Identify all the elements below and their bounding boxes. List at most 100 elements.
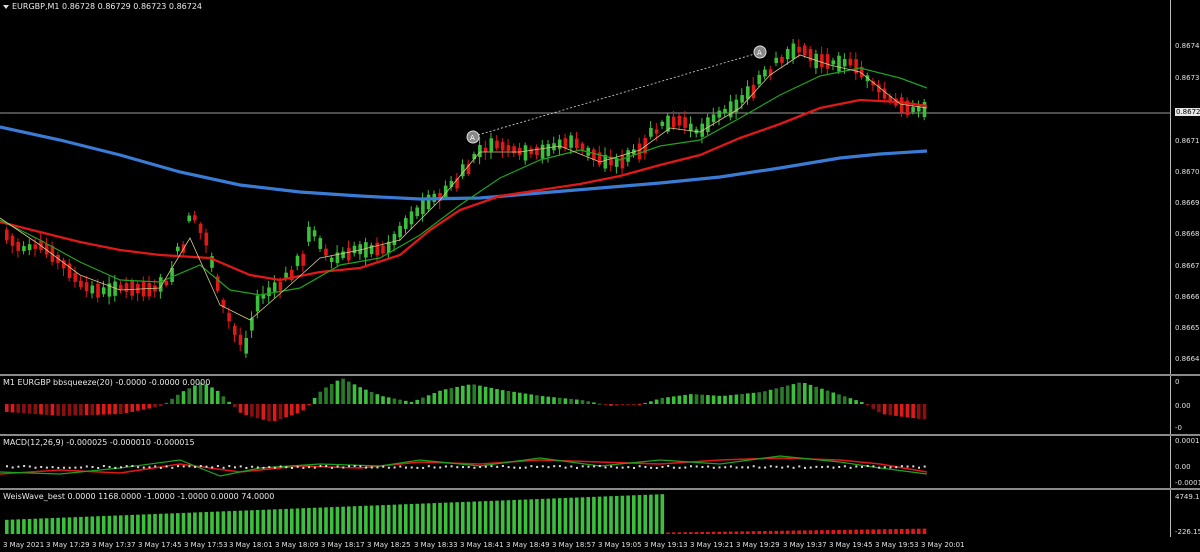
macd-dot bbox=[154, 465, 157, 468]
weiswave-bar bbox=[586, 497, 590, 534]
candle-body bbox=[803, 45, 807, 56]
candle-body bbox=[221, 299, 226, 308]
macd-dot bbox=[553, 465, 556, 468]
weiswave-bar bbox=[67, 517, 72, 534]
weiswave-pane[interactable]: WeisWave_best 0.0000 1168.0000 -1.0000 -… bbox=[0, 490, 1170, 537]
dropdown-triangle-icon[interactable] bbox=[3, 4, 9, 9]
candle-body bbox=[728, 101, 733, 118]
macd-dot bbox=[393, 466, 396, 469]
macd-dot bbox=[861, 465, 863, 468]
macd-dot bbox=[598, 465, 601, 468]
bbsqueeze-bar bbox=[267, 404, 271, 422]
weiswave-bar bbox=[107, 515, 112, 534]
candle-body bbox=[301, 253, 305, 266]
time-axis[interactable]: 3 May 2021 3 May 17:29 3 May 17:37 3 May… bbox=[0, 537, 1170, 552]
weiswave-bar bbox=[421, 503, 425, 534]
bbsqueeze-bar bbox=[683, 394, 687, 404]
candle-body bbox=[386, 241, 391, 254]
macd-axis[interactable]: 0.00017 0.00 -0.00014 bbox=[1170, 436, 1200, 488]
candle-body bbox=[529, 148, 533, 155]
bbsqueeze-bar bbox=[632, 404, 636, 405]
price-chart[interactable]: AA bbox=[0, 0, 1170, 374]
bbsqueeze-bar bbox=[352, 384, 357, 404]
candle-body bbox=[147, 282, 152, 297]
pane-separator[interactable] bbox=[0, 488, 1200, 490]
bbsqueeze-bar bbox=[478, 385, 482, 404]
weiswave-bar bbox=[62, 517, 66, 534]
bbsqueeze-bar bbox=[626, 404, 630, 405]
macd-dot bbox=[627, 466, 630, 469]
candle-body bbox=[785, 48, 790, 60]
weiswave-bar bbox=[877, 529, 881, 534]
candle-body bbox=[649, 127, 653, 137]
pane-separator[interactable] bbox=[0, 434, 1200, 436]
macd-dot bbox=[462, 466, 464, 469]
macd-dot bbox=[245, 466, 248, 469]
bbsqueeze-bar bbox=[364, 389, 368, 404]
bbsqueeze-bar bbox=[586, 401, 590, 404]
bbsqueeze-bar bbox=[671, 396, 676, 404]
macd-dot bbox=[781, 466, 784, 469]
candle-body bbox=[324, 248, 328, 256]
macd-dot bbox=[108, 465, 111, 468]
bbsqueeze-bar bbox=[119, 404, 123, 415]
bbsqueeze-bar bbox=[871, 404, 875, 409]
macd-pane[interactable]: MACD(12,26,9) -0.000025 -0.000010 -0.000… bbox=[0, 436, 1170, 488]
candle-body bbox=[563, 138, 568, 149]
bbsqueeze-pane[interactable]: M1 EURGBP bbsqueeze(20) -0.0000 -0.0000 … bbox=[0, 376, 1170, 434]
bbsqueeze-bar bbox=[107, 404, 112, 415]
weiswave-bar bbox=[483, 501, 488, 534]
weiswave-bar bbox=[632, 495, 636, 534]
bbsqueeze-bar bbox=[227, 401, 231, 404]
macd-dot bbox=[838, 466, 841, 469]
weiswave-bar bbox=[432, 503, 437, 534]
bbsqueeze-bar bbox=[90, 404, 95, 415]
candle-body bbox=[580, 143, 585, 151]
price-tick: 0.86735 bbox=[1175, 74, 1200, 82]
weiswave-bar bbox=[557, 498, 562, 534]
trendline bbox=[477, 52, 759, 136]
macd-dot bbox=[581, 465, 584, 468]
macd-dot bbox=[564, 466, 567, 469]
time-label: 3 May 18:49 bbox=[506, 541, 550, 549]
candle-body bbox=[825, 54, 830, 69]
weiswave-bar bbox=[763, 531, 767, 534]
macd-dot bbox=[701, 466, 704, 469]
bbsqueeze-bar bbox=[723, 395, 727, 404]
candle-body bbox=[597, 152, 602, 165]
bbsqueeze-bar bbox=[210, 387, 214, 404]
weiswave-bar bbox=[335, 506, 340, 534]
candle-body bbox=[295, 255, 300, 266]
bbsqueeze-axis[interactable]: 0 0.00 -0 bbox=[1170, 376, 1200, 434]
bbsqueeze-bar bbox=[329, 384, 334, 404]
weiswave-bar bbox=[187, 512, 191, 534]
macd-dot bbox=[188, 465, 191, 468]
weiswave-bar bbox=[797, 530, 801, 534]
candle-body bbox=[820, 54, 824, 68]
macd-dot bbox=[251, 465, 254, 468]
candle-body bbox=[831, 60, 836, 65]
bbsqueeze-bar bbox=[569, 398, 573, 404]
macd-dot bbox=[11, 466, 14, 469]
bbsqueeze-bar bbox=[882, 404, 887, 415]
weiswave-bar bbox=[369, 505, 374, 534]
bbsqueeze-bar bbox=[204, 384, 209, 404]
candle-body bbox=[882, 88, 887, 99]
candle-body bbox=[472, 154, 476, 160]
pane-separator[interactable] bbox=[0, 374, 1200, 376]
time-label: 3 May 20:01 bbox=[921, 541, 965, 549]
bbsqueeze-bar bbox=[529, 394, 533, 404]
macd-tick: -0.00014 bbox=[1175, 479, 1200, 487]
macd-dot bbox=[28, 465, 31, 468]
price-axis[interactable]: 0.86745 0.86735 0.86724 0.86715 0.86705 … bbox=[1170, 0, 1200, 374]
macd-dot bbox=[279, 465, 282, 468]
bbsqueeze-bar bbox=[27, 404, 32, 414]
weiswave-axis[interactable]: 4749.15 -226.15 bbox=[1170, 490, 1200, 537]
candle-body bbox=[238, 334, 243, 345]
bbsqueeze-bar bbox=[198, 382, 203, 404]
candle-body bbox=[837, 55, 841, 72]
bbsqueeze-bar bbox=[814, 386, 818, 404]
candle-body bbox=[96, 283, 100, 298]
candle-body bbox=[204, 232, 209, 246]
